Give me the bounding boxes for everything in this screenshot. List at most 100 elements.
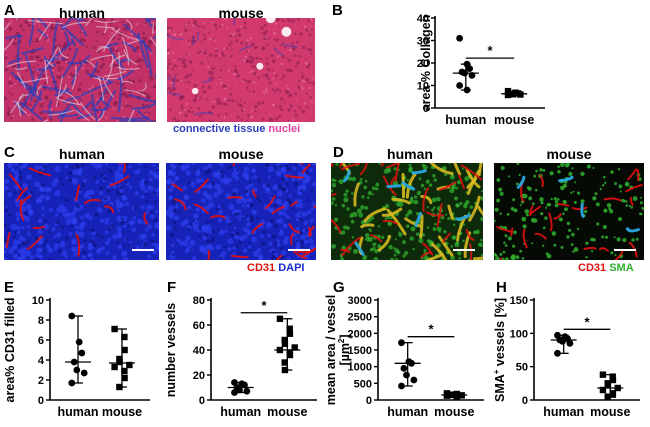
- legend-connective-tissue: connective tissue: [173, 123, 266, 135]
- data-point-human: [73, 366, 81, 374]
- data-point-mouse: [281, 336, 288, 344]
- data-point-mouse: [599, 386, 607, 394]
- y-axis-label: area% CD31 filled: [3, 298, 17, 403]
- y-tick-label: 20: [417, 58, 429, 70]
- panel-label-e: E: [4, 279, 15, 296]
- legend-nuclei: nuclei: [268, 123, 301, 135]
- data-point-mouse: [504, 91, 512, 99]
- data-point-mouse: [121, 367, 128, 375]
- data-point-human: [75, 338, 83, 346]
- data-point-human: [410, 376, 418, 384]
- legend-cd31: CD31: [247, 262, 276, 274]
- micrograph-texture: [166, 163, 316, 260]
- scale-bar: [614, 249, 636, 251]
- y-tick-label: 0: [366, 395, 372, 407]
- data-point-mouse: [281, 340, 289, 347]
- panel-label-d: D: [333, 144, 344, 161]
- significance-star: *: [584, 314, 590, 329]
- panel-c-mouse-title: mouse: [218, 146, 264, 162]
- data-point-human: [231, 389, 238, 396]
- chart-f-body: 0 20 40 60 80 number vessels human mouse *: [164, 295, 317, 419]
- chart-e-body: 0 2 4 6 8 10 area% CD31 filled human mouse: [3, 295, 150, 419]
- data-point-human: [403, 371, 410, 379]
- data-point-mouse: [116, 383, 123, 391]
- y-tick-label: 50: [516, 362, 528, 374]
- y-axis-label: SMA+ vessels [%]: [492, 298, 507, 402]
- data-point-mouse: [614, 384, 621, 392]
- data-point-human: [456, 82, 463, 89]
- panel-label-h: H: [496, 279, 507, 296]
- y-tick-label: 40: [417, 13, 429, 25]
- y-tick-label: 150: [510, 295, 528, 307]
- x-category-label: mouse: [267, 405, 307, 419]
- data-point-human: [461, 69, 468, 77]
- data-point-human: [243, 387, 251, 395]
- panel-label-a: A: [4, 2, 15, 19]
- y-tick-label: 3000: [348, 295, 372, 307]
- data-point-mouse: [453, 393, 461, 400]
- y-axis-label-unit: [µm: [338, 343, 352, 365]
- legend-cd31-d: CD31: [578, 262, 607, 274]
- y-tick-label: 1000: [348, 362, 372, 374]
- panel-d-mouse-title: mouse: [546, 146, 592, 162]
- data-point-mouse: [609, 376, 617, 384]
- y-axis-label-superscript: +: [492, 369, 501, 374]
- data-point-human: [78, 349, 86, 357]
- y-axis-label: mean area / vessel[µm2]: [324, 295, 352, 406]
- significance-star: *: [428, 322, 434, 337]
- data-point-human: [468, 71, 476, 79]
- micrograph-texture: [4, 163, 159, 260]
- x-category-label: mouse: [434, 405, 474, 419]
- data-point-human: [463, 86, 471, 94]
- x-category-label: human: [445, 113, 486, 127]
- y-tick-label: 30: [417, 36, 429, 48]
- trichrome-human-micrograph: [4, 18, 156, 122]
- y-tick-label: 0: [199, 395, 205, 407]
- data-point-human: [456, 34, 463, 42]
- y-axis-label-main: SMA: [493, 374, 507, 402]
- data-point-mouse: [609, 373, 616, 380]
- y-axis-label: number vessels: [164, 303, 178, 398]
- scale-bar: [132, 249, 154, 251]
- panel-c-human-title: human: [59, 146, 105, 162]
- x-category-label: mouse: [590, 405, 630, 419]
- data-point-mouse: [286, 351, 294, 359]
- y-axis-label: area % Collagen: [419, 15, 433, 112]
- micrograph-texture: [4, 18, 156, 122]
- y-tick-label: 40: [193, 345, 205, 357]
- data-point-human: [554, 349, 561, 357]
- data-point-human: [398, 382, 405, 390]
- x-category-label: human: [387, 405, 428, 419]
- data-point-mouse: [291, 344, 298, 351]
- micrograph-texture: [494, 163, 644, 260]
- micrograph-texture: [331, 163, 483, 260]
- x-category-label: human: [543, 405, 584, 419]
- data-point-mouse: [286, 330, 294, 337]
- data-point-mouse: [286, 325, 293, 332]
- y-axis-label-main: mean area / vessel: [324, 295, 338, 406]
- y-axis-label-superscript: 2: [337, 338, 346, 343]
- y-tick-label: 20: [193, 370, 205, 382]
- data-point-mouse: [121, 374, 128, 382]
- x-category-label: mouse: [494, 113, 534, 127]
- legend-dapi: DAPI: [278, 262, 305, 274]
- data-point-mouse: [509, 91, 517, 98]
- y-tick-label: 0: [522, 395, 528, 407]
- data-point-human: [400, 364, 408, 372]
- panel-d-legend: CD31 SMA: [578, 262, 634, 274]
- data-point-mouse: [458, 392, 465, 399]
- cd31-dapi-mouse-micrograph: [166, 163, 316, 260]
- y-tick-label: 2000: [348, 328, 372, 340]
- scale-bar: [288, 249, 310, 251]
- data-point-human: [559, 337, 566, 345]
- chart-f-vessel-count: 0 20 40 60 80 number vessels human mouse *: [164, 295, 317, 419]
- y-tick-label: 2500: [348, 312, 372, 324]
- cd31-sma-mouse-micrograph: [494, 163, 644, 260]
- data-point-mouse: [609, 391, 617, 398]
- y-tick-label: 10: [417, 81, 429, 93]
- panel-a-human-title: human: [59, 5, 105, 21]
- significance-star: *: [261, 298, 267, 313]
